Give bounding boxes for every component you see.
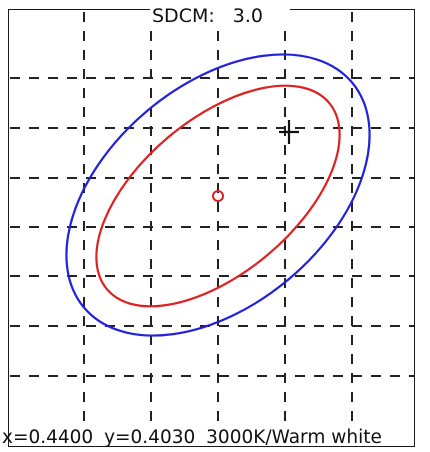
outer-ellipse (65, 53, 371, 337)
cct-label: 3000K/Warm white (206, 427, 382, 448)
sdcm-header: SDCM: 3.0 (150, 4, 290, 28)
vertical-gridlines (83, 12, 353, 426)
coordinate-readout: x=0.4400 y=0.4030 3000K/Warm white (0, 425, 430, 451)
y-coordinate: y=0.4030 (104, 427, 196, 448)
sdcm-value: 3.0 (232, 5, 263, 27)
inner-ellipse (95, 84, 341, 308)
measured-point-crosshair (279, 120, 299, 144)
sdcm-label: SDCM: (152, 5, 215, 27)
center-target (212, 190, 224, 202)
x-coordinate: x=0.4400 (2, 427, 94, 448)
